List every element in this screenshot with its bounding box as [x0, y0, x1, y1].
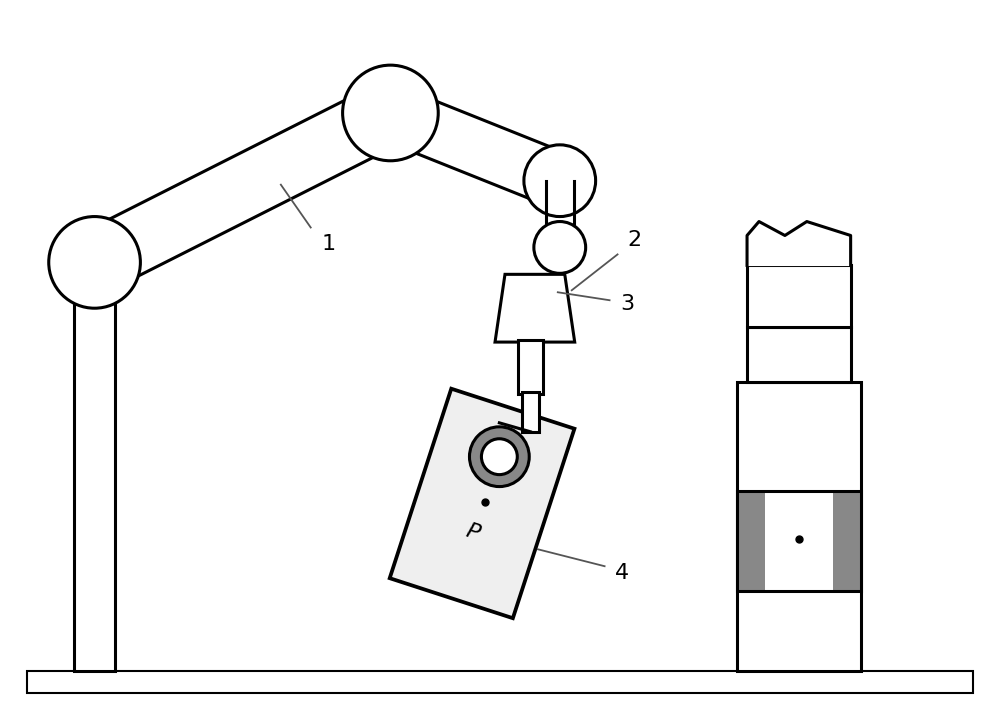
- Polygon shape: [380, 87, 570, 206]
- Bar: [27, 671, 973, 692]
- Circle shape: [469, 427, 529, 487]
- Circle shape: [49, 217, 140, 308]
- Bar: [737, 492, 861, 591]
- Bar: [74, 262, 115, 671]
- Circle shape: [481, 439, 517, 474]
- Polygon shape: [80, 84, 405, 291]
- Polygon shape: [495, 274, 575, 342]
- Polygon shape: [546, 180, 574, 248]
- Polygon shape: [390, 388, 574, 618]
- Text: 2: 2: [627, 230, 642, 251]
- Circle shape: [524, 145, 596, 217]
- Text: 1: 1: [322, 235, 336, 254]
- Polygon shape: [495, 274, 575, 342]
- Bar: [737, 382, 861, 671]
- Bar: [518, 340, 543, 394]
- Circle shape: [534, 222, 586, 274]
- Bar: [522, 392, 539, 432]
- Polygon shape: [747, 222, 851, 266]
- Text: 4: 4: [614, 563, 629, 583]
- Bar: [747, 266, 851, 327]
- Text: 3: 3: [620, 295, 635, 314]
- Bar: [833, 492, 861, 591]
- Circle shape: [343, 65, 438, 161]
- Text: P: P: [463, 521, 482, 544]
- Bar: [747, 327, 851, 382]
- Bar: [737, 492, 765, 591]
